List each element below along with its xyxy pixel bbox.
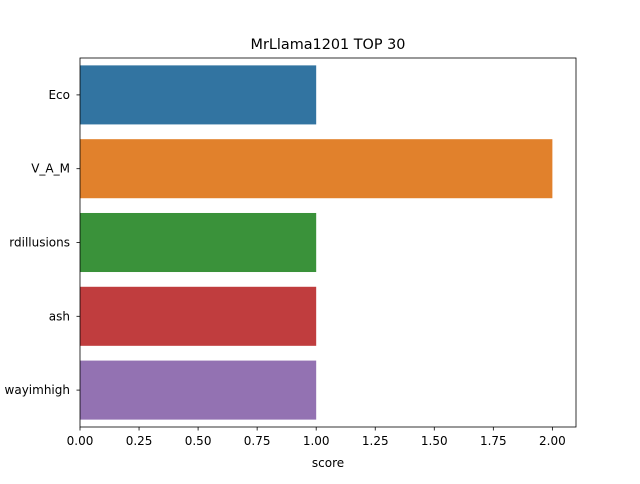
y-tick-label: ash: [49, 309, 70, 323]
y-tick-label: Eco: [48, 88, 70, 102]
x-tick-label: 0.50: [185, 434, 212, 448]
x-tick-label: 1.25: [362, 434, 389, 448]
x-axis-label: score: [312, 456, 344, 470]
y-tick-label: V_A_M: [31, 162, 70, 176]
bars-layer: [80, 65, 553, 420]
y-axis: Eco V_A_M rdillusions ash wayimhigh: [5, 88, 80, 397]
x-tick-label: 1.00: [303, 434, 330, 448]
x-tick-label: 0.75: [244, 434, 271, 448]
bar-rdillusions: [80, 212, 317, 273]
x-axis: 0.00 0.25 0.50 0.75 1.00 1.25 1.50 1.75 2.00: [67, 427, 566, 448]
x-tick-label: 1.75: [480, 434, 507, 448]
bar-ash: [80, 286, 317, 346]
y-tick-label: wayimhigh: [5, 383, 70, 397]
bar-wayimhigh: [80, 360, 317, 420]
x-tick-label: 1.50: [421, 434, 448, 448]
y-tick-label: rdillusions: [9, 236, 70, 250]
x-tick-label: 0.00: [67, 434, 94, 448]
x-tick-label: 0.25: [126, 434, 153, 448]
bar-eco: [80, 65, 317, 125]
chart-title: MrLlama1201 TOP 30: [251, 37, 406, 53]
bar-v-a-m: [80, 139, 553, 199]
x-tick-label: 2.00: [539, 434, 566, 448]
